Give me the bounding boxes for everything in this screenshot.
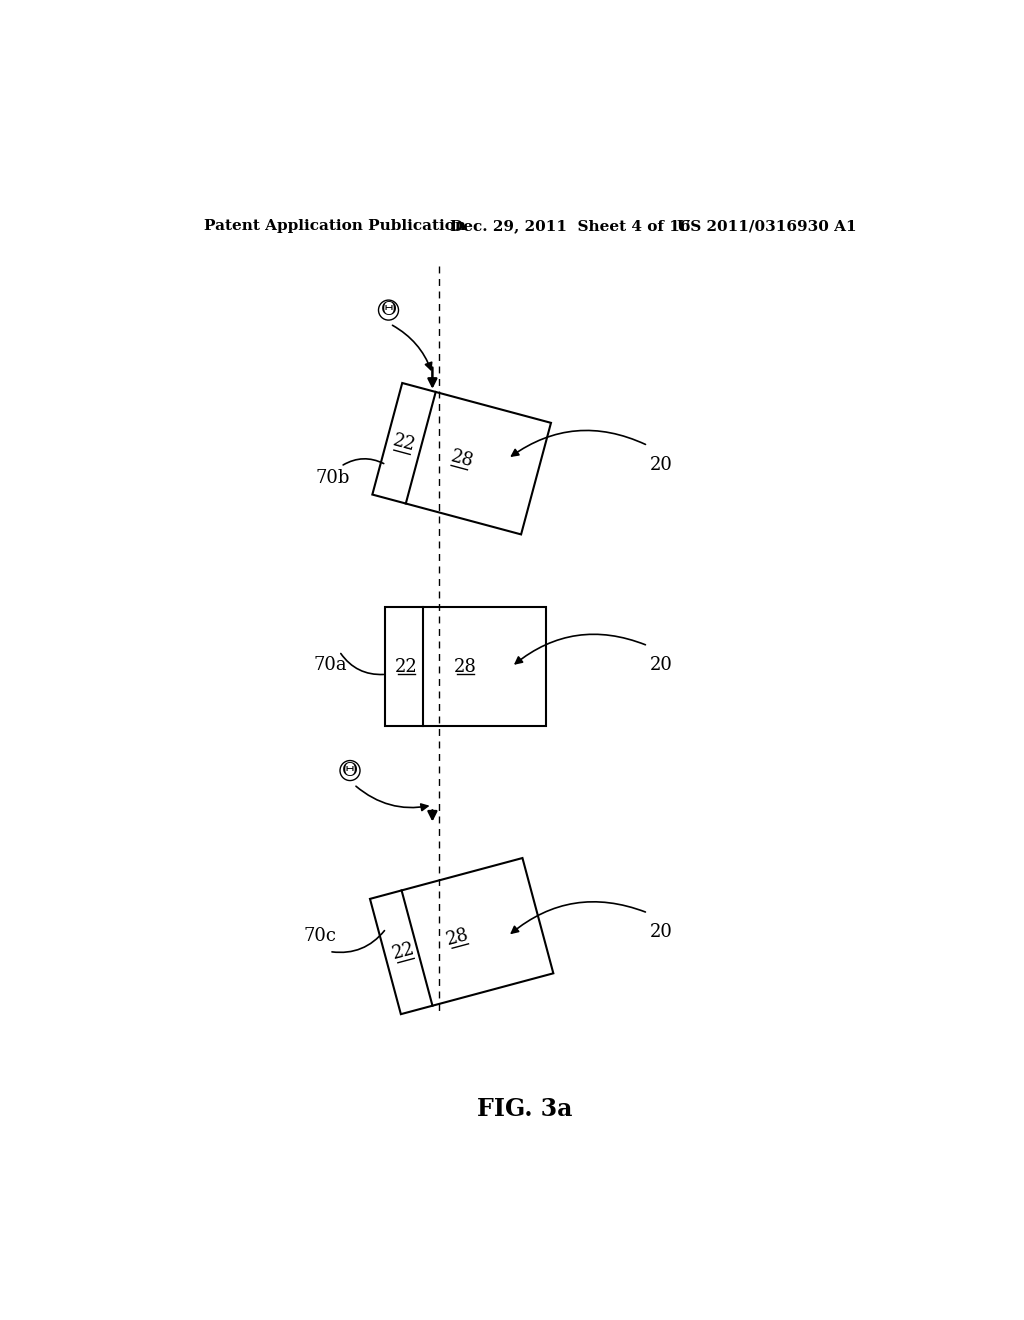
- Bar: [373, 383, 551, 535]
- Text: Patent Application Publication: Patent Application Publication: [204, 219, 466, 234]
- Text: 22: 22: [390, 940, 417, 964]
- Text: 70c: 70c: [304, 927, 337, 945]
- Text: 22: 22: [391, 432, 418, 455]
- Text: 28: 28: [454, 657, 477, 676]
- Text: FIG. 3a: FIG. 3a: [477, 1097, 572, 1122]
- Text: 20: 20: [650, 455, 673, 474]
- Text: Dec. 29, 2011  Sheet 4 of 16: Dec. 29, 2011 Sheet 4 of 16: [451, 219, 690, 234]
- Text: 20: 20: [650, 656, 673, 675]
- Text: 28: 28: [444, 925, 471, 949]
- Bar: [385, 607, 547, 726]
- Text: 70a: 70a: [313, 656, 347, 675]
- Text: 20: 20: [650, 923, 673, 941]
- Text: 70b: 70b: [315, 469, 350, 487]
- Text: US 2011/0316930 A1: US 2011/0316930 A1: [677, 219, 857, 234]
- Text: Θ: Θ: [342, 762, 358, 780]
- Text: 28: 28: [449, 447, 475, 470]
- Text: 22: 22: [395, 657, 418, 676]
- Text: Θ: Θ: [381, 301, 396, 319]
- Bar: [370, 858, 553, 1014]
